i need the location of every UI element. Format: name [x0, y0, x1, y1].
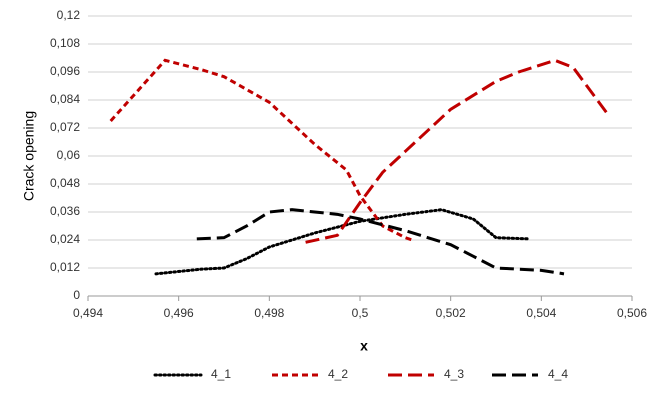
x-tick-label: 0,494	[73, 306, 103, 320]
legend-label: 4_2	[328, 367, 348, 381]
x-axis-label: x	[360, 338, 368, 354]
y-tick-label: 0,06	[57, 148, 81, 162]
y-tick-label: 0,072	[50, 120, 80, 134]
y-tick-label: 0,12	[57, 8, 81, 22]
y-tick-label: 0,048	[50, 176, 80, 190]
x-tick-label: 0,506	[617, 306, 647, 320]
y-tick-label: 0	[73, 288, 80, 302]
x-tick-label: 0,5	[352, 306, 369, 320]
y-tick-label: 0,012	[50, 260, 80, 274]
y-axis-label: Crack opening	[21, 111, 37, 201]
y-tick-label: 0,084	[50, 92, 80, 106]
y-tick-label: 0,036	[50, 204, 80, 218]
legend-label: 4_3	[444, 367, 464, 381]
x-tick-label: 0,498	[254, 306, 284, 320]
series-line	[154, 208, 530, 276]
x-tick-label: 0,504	[526, 306, 556, 320]
series-line	[109, 58, 413, 242]
series-line	[305, 58, 611, 244]
x-tick-label: 0,496	[164, 306, 194, 320]
y-tick-label: 0,024	[50, 232, 80, 246]
legend-label: 4_1	[211, 367, 231, 381]
legend-label: 4_4	[548, 367, 568, 381]
y-tick-label: 0,108	[50, 36, 80, 50]
y-tick-label: 0,096	[50, 64, 80, 78]
x-tick-label: 0,502	[436, 306, 466, 320]
series-line	[196, 208, 565, 276]
